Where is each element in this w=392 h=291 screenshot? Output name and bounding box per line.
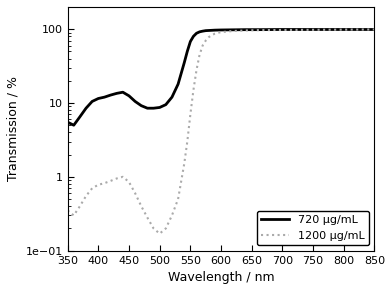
720 µg/mL	[182, 61, 187, 65]
720 µg/mL	[71, 123, 76, 127]
1200 µg/mL	[341, 28, 346, 31]
1200 µg/mL	[372, 28, 377, 31]
720 µg/mL	[231, 28, 236, 31]
720 µg/mL	[133, 100, 138, 103]
Legend: 720 µg/mL, 1200 µg/mL: 720 µg/mL, 1200 µg/mL	[257, 211, 369, 245]
720 µg/mL	[163, 103, 168, 107]
720 µg/mL	[194, 31, 199, 35]
1200 µg/mL	[163, 227, 168, 230]
720 µg/mL	[65, 120, 70, 124]
720 µg/mL	[191, 35, 196, 38]
1200 µg/mL	[216, 31, 220, 34]
1200 µg/mL	[243, 29, 248, 32]
1200 µg/mL	[225, 30, 230, 33]
1200 µg/mL	[256, 29, 260, 32]
720 µg/mL	[212, 29, 217, 32]
1200 µg/mL	[194, 68, 199, 72]
1200 µg/mL	[157, 232, 162, 235]
720 µg/mL	[219, 28, 223, 32]
Line: 720 µg/mL: 720 µg/mL	[67, 29, 374, 125]
1200 µg/mL	[212, 32, 217, 36]
720 µg/mL	[127, 94, 131, 97]
720 µg/mL	[90, 100, 94, 103]
1200 µg/mL	[108, 179, 113, 183]
1200 µg/mL	[139, 205, 143, 208]
720 µg/mL	[170, 95, 174, 99]
720 µg/mL	[102, 95, 107, 99]
1200 µg/mL	[182, 162, 187, 166]
720 µg/mL	[108, 93, 113, 97]
720 µg/mL	[151, 107, 156, 110]
720 µg/mL	[83, 107, 88, 110]
720 µg/mL	[114, 92, 119, 95]
720 µg/mL	[176, 82, 180, 86]
720 µg/mL	[200, 29, 205, 33]
1200 µg/mL	[200, 44, 205, 47]
Line: 1200 µg/mL: 1200 µg/mL	[67, 29, 374, 234]
720 µg/mL	[280, 28, 285, 31]
720 µg/mL	[372, 28, 377, 31]
720 µg/mL	[197, 30, 202, 33]
720 µg/mL	[96, 97, 101, 100]
720 µg/mL	[311, 28, 316, 31]
1200 µg/mL	[188, 113, 193, 116]
1200 µg/mL	[170, 214, 174, 217]
1200 µg/mL	[133, 191, 138, 195]
720 µg/mL	[78, 115, 82, 118]
1200 µg/mL	[114, 177, 119, 180]
1200 µg/mL	[231, 29, 236, 33]
1200 µg/mL	[280, 28, 285, 32]
X-axis label: Wavelength / nm: Wavelength / nm	[168, 271, 274, 284]
720 µg/mL	[145, 107, 150, 110]
720 µg/mL	[188, 40, 193, 43]
1200 µg/mL	[96, 183, 101, 187]
1200 µg/mL	[127, 180, 131, 184]
1200 µg/mL	[102, 181, 107, 185]
1200 µg/mL	[71, 214, 76, 217]
720 µg/mL	[207, 29, 211, 32]
1200 µg/mL	[120, 175, 125, 179]
720 µg/mL	[203, 29, 208, 32]
1200 µg/mL	[176, 197, 180, 201]
720 µg/mL	[120, 91, 125, 94]
1200 µg/mL	[207, 36, 211, 39]
720 µg/mL	[243, 28, 248, 31]
1200 µg/mL	[311, 28, 316, 31]
1200 µg/mL	[145, 216, 150, 219]
Y-axis label: Transmission / %: Transmission / %	[7, 76, 20, 181]
720 µg/mL	[256, 28, 260, 31]
720 µg/mL	[157, 106, 162, 109]
1200 µg/mL	[203, 39, 208, 42]
1200 µg/mL	[78, 205, 82, 208]
1200 µg/mL	[83, 194, 88, 198]
720 µg/mL	[185, 50, 190, 53]
1200 µg/mL	[197, 53, 202, 56]
720 µg/mL	[341, 28, 346, 31]
1200 µg/mL	[209, 33, 214, 37]
1200 µg/mL	[219, 31, 223, 34]
1200 µg/mL	[151, 227, 156, 230]
1200 µg/mL	[191, 88, 196, 92]
720 µg/mL	[139, 104, 143, 107]
1200 µg/mL	[65, 209, 70, 212]
1200 µg/mL	[185, 140, 190, 143]
1200 µg/mL	[90, 187, 94, 190]
